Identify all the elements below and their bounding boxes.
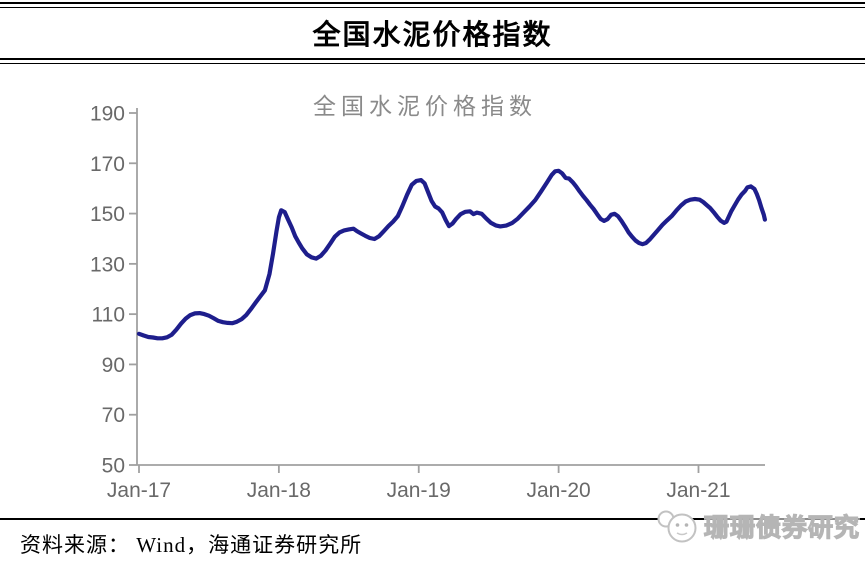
price-index-line (136, 168, 768, 341)
y-axis-tick-label: 170 (90, 153, 125, 176)
chart-inner-title: 全国水泥价格指数 (313, 94, 537, 119)
source-note: 资料来源： Wind，海通证券研究所 (20, 533, 363, 557)
y-axis-tick-label: 110 (92, 304, 125, 327)
y-axis-tick-label: 50 (102, 455, 125, 478)
page-title: 全国水泥价格指数 (312, 20, 553, 51)
x-axis-tick-label: Jan-20 (527, 479, 591, 502)
y-axis-tick-label: 70 (102, 404, 125, 427)
y-axis-tick-label: 130 (90, 253, 125, 276)
top-border-rule (0, 2, 865, 8)
x-axis-tick-label: Jan-19 (387, 479, 451, 502)
x-axis-tick-label: Jan-21 (666, 479, 730, 502)
watermark: 珊珊债券研究 (655, 505, 860, 547)
y-axis-tick-label: 190 (90, 103, 125, 126)
y-axis-tick-label: 90 (102, 354, 125, 377)
y-axis-tick-label: 150 (90, 203, 125, 226)
watermark-label: 珊珊债券研究 (703, 508, 860, 544)
x-axis-tick-label: Jan-17 (107, 479, 171, 502)
title-underline-rule (0, 58, 865, 64)
footer-rule (0, 518, 865, 520)
x-axis-tick-label: Jan-18 (247, 479, 311, 502)
chat-face-icon (657, 510, 697, 543)
